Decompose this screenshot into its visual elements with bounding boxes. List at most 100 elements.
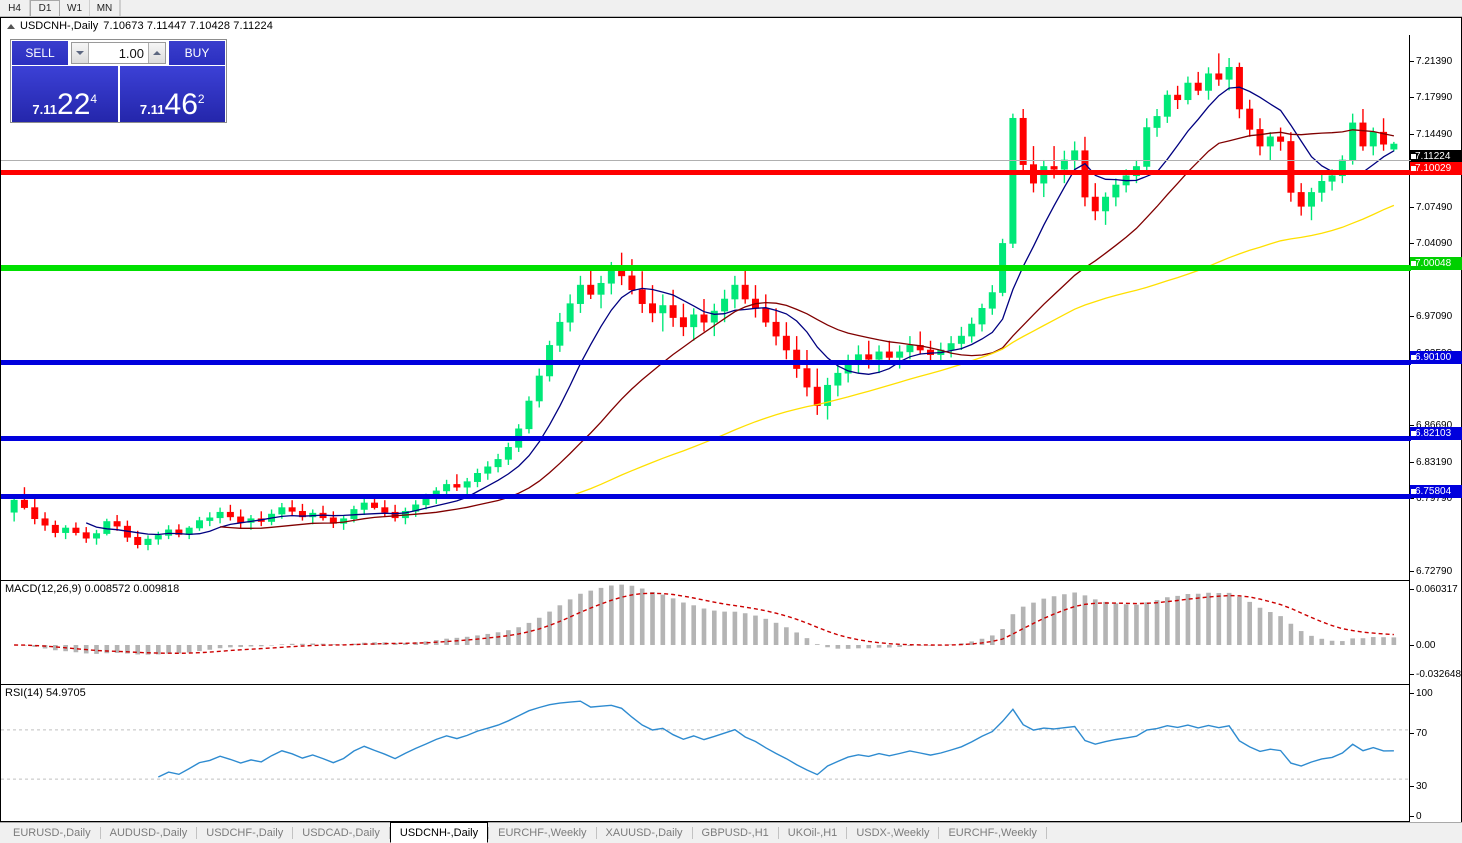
resistance-line-red[interactable]	[1, 170, 1411, 175]
rsi-label: RSI(14) 54.9705	[5, 687, 86, 699]
symbol-tab-audusddaily[interactable]: AUDUSD-,Daily	[109, 827, 188, 839]
tab-separator	[1045, 827, 1047, 839]
price-level-badge[interactable]: 6.75804	[1410, 485, 1462, 498]
volume-increment-button[interactable]	[148, 43, 165, 63]
price-level-value: 6.75804	[1415, 486, 1452, 497]
price-level-badge[interactable]: 6.90100	[1410, 351, 1462, 364]
price-tick: 7.14490	[1410, 128, 1462, 140]
timeframe-w1[interactable]: W1	[60, 0, 90, 16]
macd-tick: -0.032648	[1410, 668, 1462, 680]
price-level-value: 6.90100	[1415, 352, 1452, 363]
symbol-tab-ukoilh1[interactable]: UKOil-,H1	[787, 827, 838, 839]
volume-input[interactable]: 1.00	[118, 45, 144, 61]
macd-tick-label: -0.032648	[1416, 668, 1462, 680]
price-tick-label: 7.14490	[1416, 128, 1453, 140]
price-tick: 6.72790	[1410, 565, 1462, 577]
price-level-value: 7.10029	[1415, 163, 1452, 174]
support-line-green[interactable]	[1, 265, 1411, 271]
timeframe-mn[interactable]: MN	[90, 0, 120, 16]
symbol-tab-usdcaddaily[interactable]: USDCAD-,Daily	[302, 827, 380, 839]
chart-canvas[interactable]: USDCNH-,Daily 7.10673 7.11447 7.10428 7.…	[0, 17, 1462, 840]
tick-dash	[1410, 60, 1414, 62]
badge-handle-icon	[1411, 431, 1416, 436]
price-level-value: 7.11224	[1415, 151, 1451, 162]
macd-label: MACD(12,26,9) 0.008572 0.009818	[5, 583, 180, 595]
macd-series	[14, 584, 1397, 655]
tick-dash	[1410, 588, 1414, 590]
rsi-scale[interactable]: 100 70 30 0	[1409, 685, 1461, 823]
timeframe-h4-label: H4	[8, 2, 21, 14]
price-tick-label: 6.83190	[1416, 456, 1453, 468]
tab-separator	[99, 827, 101, 839]
tick-dash	[1410, 461, 1414, 463]
price-pane-inner	[1, 34, 1411, 580]
buy-price-fraction: 2	[197, 92, 205, 106]
price-tick: 6.79790	[1410, 492, 1462, 504]
price-tick: 7.04090	[1410, 237, 1462, 249]
candlestick-series	[10, 53, 1398, 551]
sell-price-fraction: 4	[90, 92, 98, 106]
buy-button-label: BUY	[184, 46, 210, 60]
timeframe-h4[interactable]: H4	[0, 0, 30, 16]
sell-price-big: 22	[57, 88, 91, 121]
macd-scale[interactable]: 0.060317 0.00 -0.032648	[1409, 581, 1461, 685]
macd-pane[interactable]: MACD(12,26,9) 0.008572 0.009818	[1, 580, 1411, 684]
tab-separator	[595, 827, 597, 839]
price-level-badge[interactable]: 7.00048	[1410, 257, 1462, 270]
rsi-tick-label: 100	[1416, 687, 1433, 699]
rsi-tick: 30	[1410, 780, 1462, 792]
macd-tick-label: 0.00	[1416, 639, 1436, 651]
symbol-tab-gbpusdh1[interactable]: GBPUSD-,H1	[701, 827, 769, 839]
support-line-blue-1[interactable]	[1, 360, 1411, 365]
support-line-blue-2[interactable]	[1, 436, 1411, 441]
buy-price-display[interactable]: 7.11 46 2	[119, 66, 225, 122]
badge-handle-icon	[1411, 355, 1416, 360]
badge-handle-icon	[1411, 166, 1416, 171]
tick-dash	[1410, 206, 1414, 208]
price-tick-label: 6.86690	[1416, 419, 1453, 431]
price-scale[interactable]: 7.21390 7.17990 7.14490 7.07490 7.04090 6.970…	[1409, 35, 1462, 649]
price-tick: 7.07490	[1410, 201, 1462, 213]
tab-separator	[846, 827, 848, 839]
price-level-badge[interactable]: 7.10029	[1410, 162, 1462, 175]
price-level-value: 6.82103	[1415, 428, 1452, 439]
price-pane[interactable]	[1, 34, 1411, 580]
volume-stepper[interactable]: 1.00	[71, 42, 166, 64]
price-tick-label: 7.21390	[1416, 55, 1453, 67]
sell-button[interactable]: SELL	[12, 41, 68, 65]
symbol-tab-usdxweekly[interactable]: USDX-,Weekly	[856, 827, 930, 839]
one-click-trading-panel[interactable]: SELL 1.00 BUY 7.11 22 4 7.11 46 2	[10, 39, 227, 123]
buy-button[interactable]: BUY	[169, 41, 225, 65]
rsi-tick: 70	[1410, 727, 1462, 739]
timeframe-toolbar: H4 D1 W1 MN	[0, 0, 1462, 17]
symbol-tab-bar[interactable]: EURUSD-,Daily AUDUSD-,Daily USDCHF-,Daily U…	[0, 822, 1462, 843]
macd-tick: 0.060317	[1410, 583, 1462, 595]
collapse-triangle-icon[interactable]	[7, 23, 15, 29]
tick-dash	[1410, 673, 1414, 675]
tick-dash	[1410, 96, 1414, 98]
tick-dash	[1410, 424, 1414, 426]
price-tick-label: 6.72790	[1416, 565, 1453, 577]
sell-button-label: SELL	[25, 46, 55, 60]
symbol-tab-usdcnhdaily[interactable]: USDCNH-,Daily	[389, 822, 489, 843]
symbol-tab-eurchfweekly[interactable]: EURCHF-,Weekly	[498, 827, 587, 839]
tick-dash	[1410, 242, 1414, 244]
timeframe-d1[interactable]: D1	[30, 0, 60, 16]
symbol-tab-xauusddaily[interactable]: XAUUSD-,Daily	[605, 827, 683, 839]
timeframe-mn-label: MN	[96, 2, 113, 14]
tick-dash	[1410, 315, 1414, 317]
rsi-pane[interactable]: RSI(14) 54.9705	[1, 684, 1411, 822]
volume-decrement-button[interactable]	[72, 43, 89, 63]
symbol-tab-eurusddaily[interactable]: EURUSD-,Daily	[13, 827, 91, 839]
price-level-badge[interactable]: 7.11224	[1410, 150, 1462, 163]
price-tick-label: 6.79790	[1416, 492, 1453, 504]
rsi-tick: 0	[1410, 810, 1462, 822]
support-line-blue-3[interactable]	[1, 494, 1411, 499]
symbol-tab-eurchfweekly[interactable]: EURCHF-,Weekly	[948, 827, 1037, 839]
symbol-name: USDCNH-,Daily	[20, 20, 99, 32]
price-level-badge[interactable]: 6.82103	[1410, 427, 1462, 440]
sell-price-display[interactable]: 7.11 22 4	[12, 66, 118, 122]
symbol-tab-usdchfdaily[interactable]: USDCHF-,Daily	[206, 827, 284, 839]
price-tick-label: 7.07490	[1416, 201, 1453, 213]
macd-tick: 0.00	[1410, 639, 1462, 651]
